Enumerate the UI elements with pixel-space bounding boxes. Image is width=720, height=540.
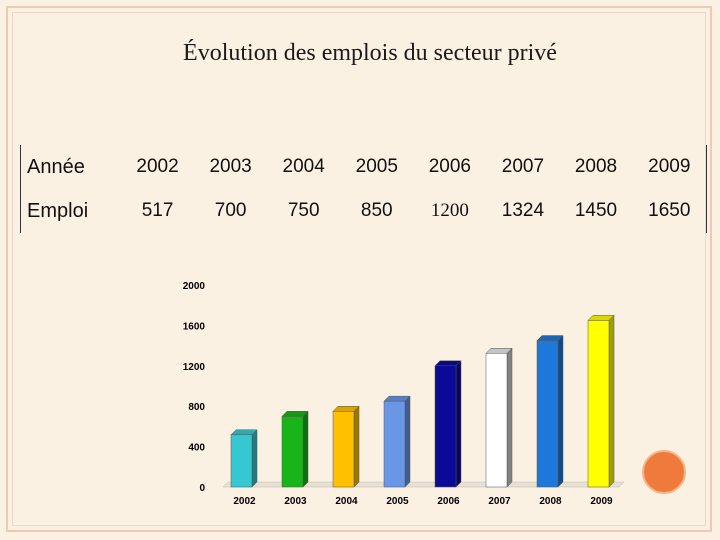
bar-side bbox=[455, 360, 462, 488]
value-cell: 1200 bbox=[430, 200, 469, 221]
year-cell: 2007 bbox=[501, 156, 545, 177]
x-tick-label: 2002 bbox=[233, 496, 256, 507]
value-cell: 517 bbox=[141, 200, 174, 221]
bar-top bbox=[434, 360, 462, 367]
row-label-emploi: Emploi bbox=[27, 199, 89, 222]
table-row-years: Année 2002 2003 2004 2005 2006 2007 2008… bbox=[21, 145, 707, 189]
slide-frame-outer bbox=[6, 6, 712, 532]
bar-top bbox=[587, 315, 615, 321]
x-tick-label: 2007 bbox=[488, 496, 511, 507]
row-label-year: Année bbox=[27, 155, 85, 178]
bar-top bbox=[230, 429, 258, 436]
value-cell: 1650 bbox=[648, 200, 691, 221]
bar-side bbox=[608, 314, 615, 488]
value-cell: 1324 bbox=[501, 200, 545, 221]
y-tick-label: 0 bbox=[199, 483, 205, 494]
y-tick-label: 1200 bbox=[183, 362, 206, 373]
table-row-values: Emploi 517 700 750 850 1200 1324 1450 16… bbox=[21, 189, 707, 233]
bar-top bbox=[383, 395, 411, 402]
value-cell: 750 bbox=[287, 200, 320, 221]
y-tick-label: 2000 bbox=[183, 281, 206, 292]
bar bbox=[536, 340, 559, 488]
bar-top bbox=[485, 348, 513, 354]
bar bbox=[332, 411, 355, 488]
year-cell: 2003 bbox=[209, 156, 252, 177]
data-table: Année 2002 2003 2004 2005 2006 2007 2008… bbox=[20, 145, 707, 233]
year-cell: 2002 bbox=[136, 156, 179, 177]
bar bbox=[434, 365, 457, 488]
bar-side bbox=[557, 334, 564, 488]
slide-frame-inner bbox=[12, 12, 706, 526]
year-cell: 2008 bbox=[574, 156, 618, 177]
value-cell: 850 bbox=[360, 200, 393, 221]
y-tick-label: 1600 bbox=[183, 321, 206, 332]
x-tick-label: 2006 bbox=[437, 496, 460, 507]
year-cell: 2005 bbox=[355, 156, 398, 177]
year-cell: 2004 bbox=[282, 156, 325, 177]
x-tick-label: 2008 bbox=[539, 496, 562, 507]
y-tick-label: 800 bbox=[188, 402, 205, 413]
bar-top bbox=[281, 411, 309, 417]
bar-top bbox=[332, 406, 360, 412]
year-cell: 2009 bbox=[648, 156, 691, 177]
x-tick-label: 2009 bbox=[590, 496, 613, 507]
bar-side bbox=[251, 429, 258, 488]
bar-side bbox=[302, 410, 309, 488]
x-tick-label: 2004 bbox=[335, 496, 358, 507]
bar bbox=[485, 353, 508, 488]
bar bbox=[230, 434, 253, 488]
decorative-circle bbox=[642, 450, 686, 494]
x-tick-label: 2005 bbox=[386, 496, 409, 507]
slide-title: Évolution des emplois du secteur privé bbox=[183, 40, 557, 66]
x-tick-label: 2003 bbox=[284, 496, 307, 507]
bar-side bbox=[353, 405, 360, 488]
year-cell: 2006 bbox=[428, 156, 471, 177]
bar bbox=[587, 320, 610, 488]
value-cell: 1450 bbox=[574, 200, 618, 221]
value-cell: 700 bbox=[214, 200, 247, 221]
y-tick-label: 400 bbox=[188, 443, 205, 454]
bar-side bbox=[506, 347, 513, 488]
bar bbox=[383, 400, 406, 488]
bar-top bbox=[536, 335, 564, 341]
bar-side bbox=[404, 395, 411, 488]
bar bbox=[281, 416, 304, 488]
